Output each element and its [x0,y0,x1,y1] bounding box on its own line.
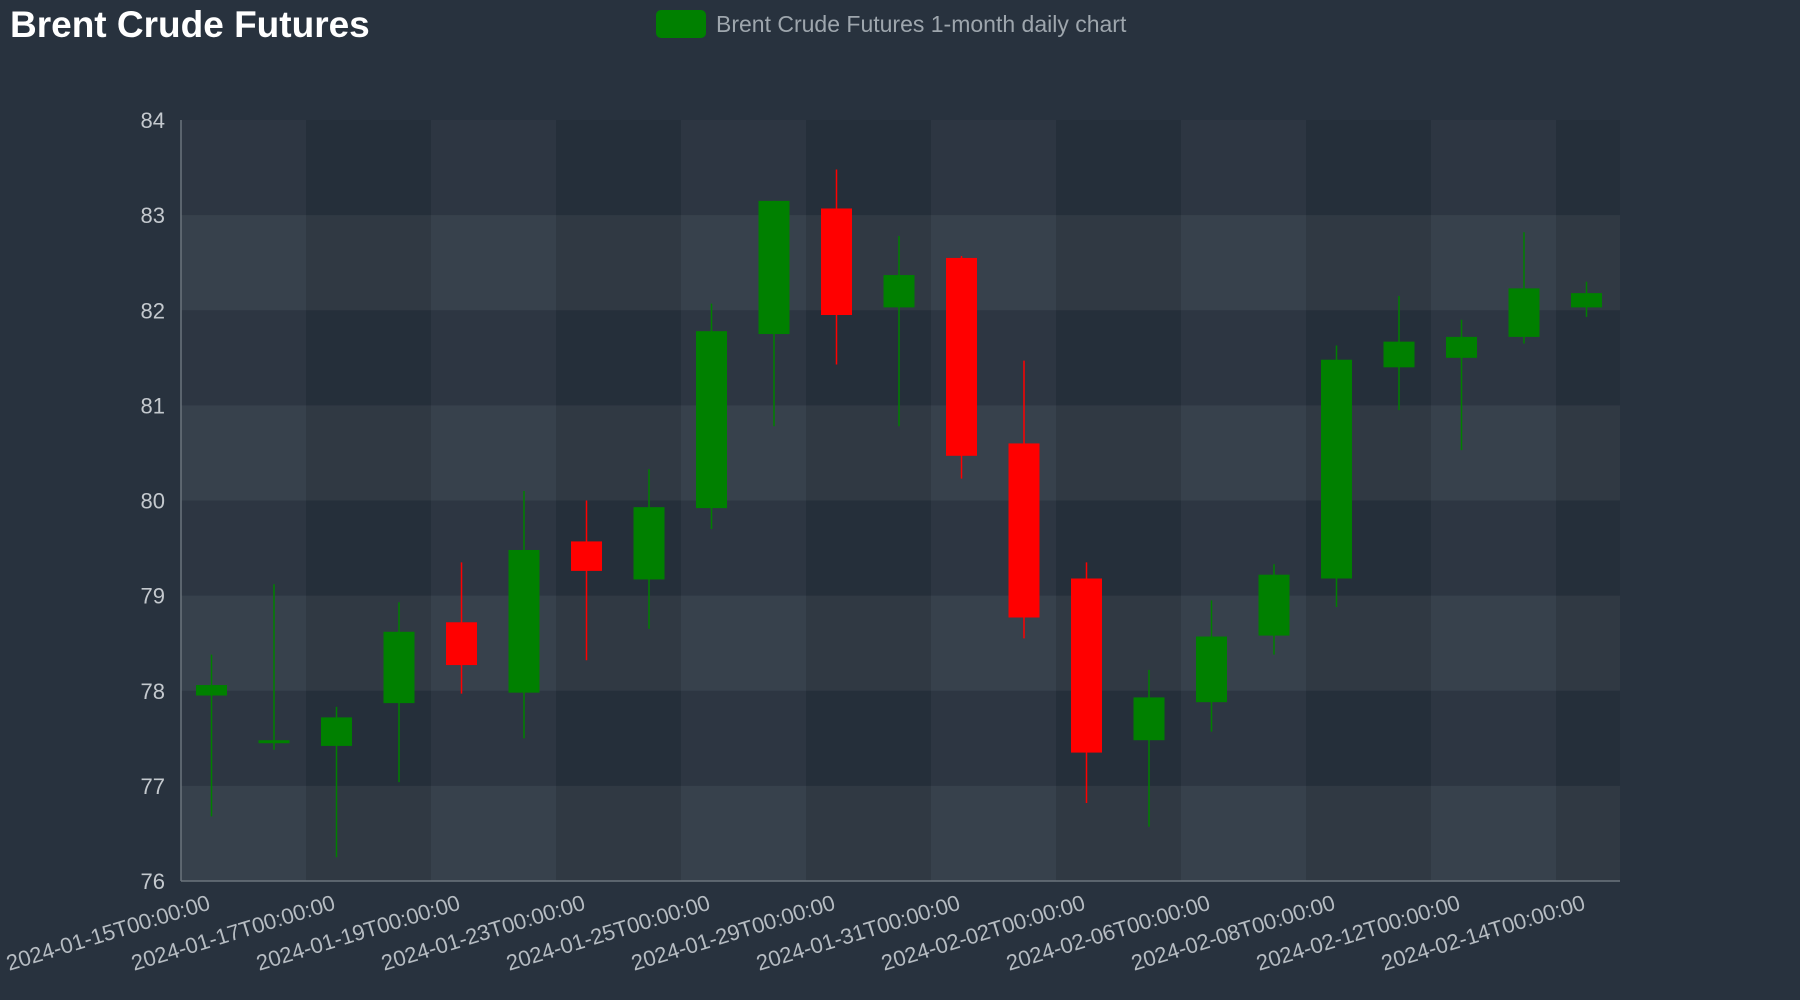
grid-band-vertical [431,120,556,881]
grid-band-horizontal [181,785,1620,881]
candle-body [946,257,977,456]
x-tick-label: 2024-02-08T00:00:00 [1128,890,1338,976]
candle-body [1258,574,1290,636]
legend[interactable]: Brent Crude Futures 1-month daily chart [656,10,1126,38]
x-tick-label: 2024-01-19T00:00:00 [253,890,463,976]
x-tick-label: 2024-01-23T00:00:00 [378,890,588,976]
grid-band-vertical [1056,120,1181,881]
y-tick-label: 80 [141,489,165,514]
legend-swatch [656,10,706,38]
grid-band-vertical [181,120,306,881]
candle-body [1571,293,1602,308]
candle-body [446,622,477,666]
y-tick-label: 82 [141,298,165,323]
candle-body [1008,443,1040,618]
candle-body [883,275,915,308]
y-tick-label: 77 [141,774,165,799]
grid-band-vertical [1556,120,1620,881]
grid-band-vertical [306,120,431,881]
x-tick-label: 2024-01-29T00:00:00 [628,890,838,976]
candle-body [1196,636,1227,703]
candle-body [758,200,790,335]
grid-band-vertical [556,120,681,881]
x-tick-label: 2024-02-12T00:00:00 [1253,890,1463,976]
y-tick-label: 81 [141,393,165,418]
candle-body [821,208,852,316]
candle-body [633,507,665,580]
grid-band-vertical [1431,120,1556,881]
candle-body [1383,341,1415,368]
y-tick-label: 83 [141,203,165,228]
legend-label: Brent Crude Futures 1-month daily chart [716,10,1127,37]
x-tick-label: 2024-02-06T00:00:00 [1003,890,1213,976]
candle-body [1071,578,1102,753]
y-tick-label: 84 [141,108,165,133]
candle-body [508,549,540,693]
candle-body [1133,697,1165,741]
candle-body [196,685,227,696]
x-tick-label: 2024-01-15T00:00:00 [3,890,213,976]
candle-body [696,331,727,509]
candle-body [383,631,415,704]
x-tick-label: 2024-01-17T00:00:00 [128,890,338,976]
candle-body [258,740,290,744]
y-tick-label: 76 [141,869,165,894]
candle-body [571,541,602,571]
x-tick-label: 2024-01-25T00:00:00 [503,890,713,976]
candle-body [1321,359,1352,579]
grid-band-horizontal [181,405,1620,501]
candle-body [321,717,352,746]
chart-title: Brent Crude Futures [10,4,370,45]
x-tick-label: 2024-02-14T00:00:00 [1378,890,1588,976]
x-tick-label: 2024-02-02T00:00:00 [878,890,1088,976]
candle-body [1446,336,1477,358]
candle-body [1508,288,1540,337]
x-tick-label: 2024-01-31T00:00:00 [753,890,963,976]
grid-band-horizontal [181,595,1620,691]
y-tick-label: 79 [141,584,165,609]
grid-band-vertical [1181,120,1306,881]
y-tick-label: 78 [141,679,165,704]
